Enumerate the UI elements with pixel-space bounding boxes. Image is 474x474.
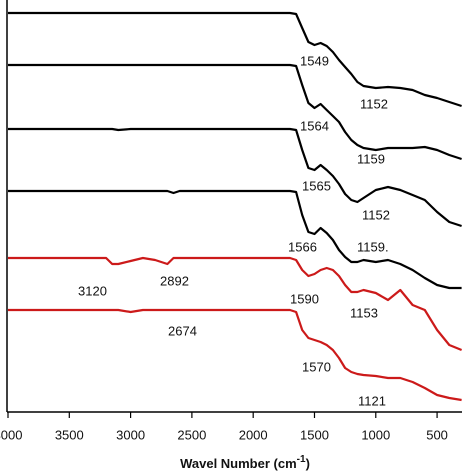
peak-annotation: 1159. [357, 239, 389, 254]
x-axis-label-suffix: ) [306, 456, 310, 471]
peak-annotation: 1152 [360, 96, 388, 111]
peak-annotation: 1564 [300, 118, 329, 133]
x-tick-label: 4000 [0, 427, 22, 442]
x-tick-label: 3500 [55, 427, 84, 442]
spectrum-line [8, 127, 462, 228]
x-axis-label: Wavel Number (cm-1) [180, 454, 310, 472]
spectrum-line [8, 189, 462, 290]
x-tick-label: 500 [426, 427, 448, 442]
peak-annotation: 1570 [302, 359, 331, 374]
peak-annotation: 1121 [358, 393, 386, 408]
spectrum-line [8, 308, 462, 402]
x-axis-label-text: Wavel Number (cm [180, 456, 297, 471]
x-axis-label-superscript: -1 [297, 454, 306, 465]
spectrum-line [8, 63, 462, 161]
peak-annotation: 3120 [78, 283, 107, 298]
peak-annotation: 1590 [290, 291, 319, 306]
x-tick-label: 1500 [300, 427, 329, 442]
x-tick-label: 1000 [361, 427, 390, 442]
peak-annotation: 1152 [362, 207, 390, 222]
spectrum-line [8, 256, 463, 352]
x-tick-label: 2000 [239, 427, 268, 442]
peak-annotation: 1565 [302, 178, 331, 193]
peak-annotation: 1159 [357, 151, 385, 166]
x-tick-label: 3000 [116, 427, 145, 442]
peak-annotation: 2892 [160, 273, 189, 288]
peak-annotation: 1566 [288, 239, 317, 254]
peak-annotation: 1549 [300, 53, 329, 68]
peak-annotation: 2674 [168, 323, 197, 338]
x-tick-label: 2500 [177, 427, 206, 442]
spectrum-line [8, 11, 462, 108]
peak-annotation: 1153 [350, 305, 378, 320]
